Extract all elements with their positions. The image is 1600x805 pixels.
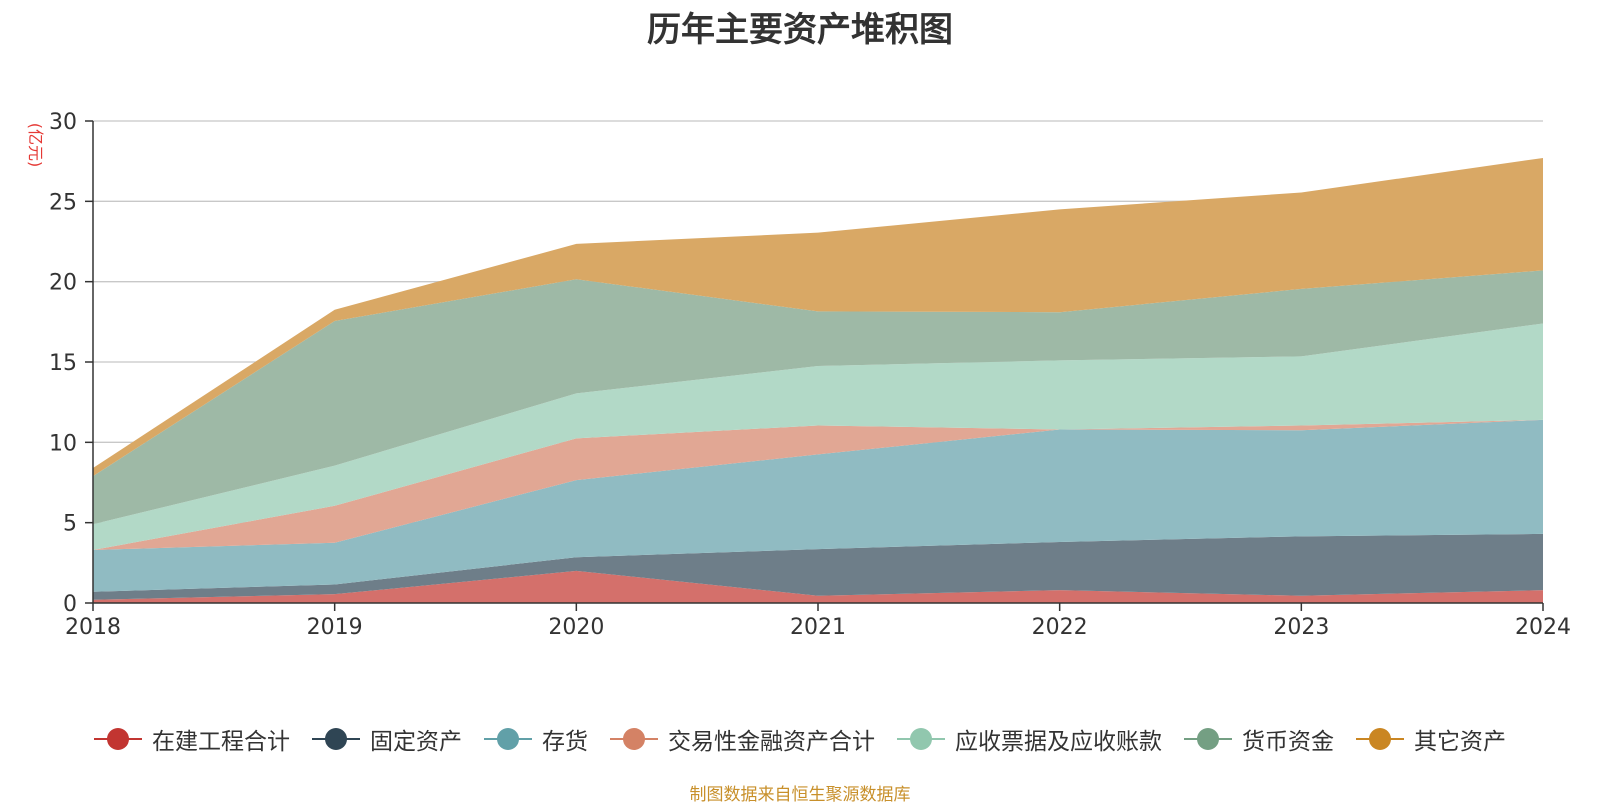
legend-item[interactable]: 其它资产 bbox=[1356, 722, 1506, 756]
legend-item[interactable]: 货币资金 bbox=[1184, 722, 1334, 756]
x-tick-label: 2021 bbox=[790, 615, 846, 640]
area-series-1 bbox=[93, 570, 1543, 603]
x-tick-label: 2020 bbox=[548, 615, 604, 640]
x-tick-label: 2022 bbox=[1032, 615, 1088, 640]
legend-item[interactable]: 交易性金融资产合计 bbox=[610, 722, 875, 756]
y-tick-label: 0 bbox=[63, 592, 77, 617]
legend-item[interactable]: 固定资产 bbox=[312, 722, 462, 756]
y-tick-label: 15 bbox=[49, 351, 77, 376]
legend-label: 固定资产 bbox=[370, 729, 462, 755]
source-note: 制图数据来自恒生聚源数据库 bbox=[689, 785, 911, 805]
y-tick-label: 5 bbox=[63, 512, 77, 537]
y-tick-label: 10 bbox=[49, 431, 77, 456]
y-tick-label: 30 bbox=[49, 110, 77, 135]
legend-item[interactable]: 存货 bbox=[484, 722, 588, 756]
y-tick-label: 20 bbox=[49, 271, 77, 296]
legend-label: 应收票据及应收账款 bbox=[955, 729, 1162, 755]
chart-title: 历年主要资产堆积图 bbox=[647, 10, 953, 50]
legend-marker-icon bbox=[484, 726, 532, 752]
area-series-7 bbox=[93, 157, 1543, 477]
legend-label: 货币资金 bbox=[1242, 729, 1334, 755]
legend-label: 存货 bbox=[542, 729, 588, 755]
legend-marker-icon bbox=[312, 726, 360, 752]
area-series bbox=[93, 157, 1543, 603]
legend-marker-icon bbox=[94, 726, 142, 752]
x-tick-label: 2023 bbox=[1273, 615, 1329, 640]
area-series-3 bbox=[93, 419, 1543, 592]
axes: 0 5 10 15 20 25 30 2018 2019 2020 2021 2022 2023 2024 bbox=[49, 110, 1571, 640]
x-tick-label: 2018 bbox=[65, 615, 121, 640]
x-tick-label: 2019 bbox=[307, 615, 363, 640]
legend-label: 交易性金融资产合计 bbox=[668, 729, 875, 755]
legend-item[interactable]: 在建工程合计 bbox=[94, 722, 290, 756]
legend-label: 在建工程合计 bbox=[152, 729, 290, 755]
legend-marker-icon bbox=[1356, 726, 1404, 752]
legend-marker-icon bbox=[897, 726, 945, 752]
legend: 在建工程合计 固定资产 存货 交易性金融资产合计 应收票据及应收账款 货币资金 其它资产 bbox=[0, 722, 1600, 756]
area-series-2 bbox=[93, 533, 1543, 600]
y-axis-unit-label: (亿元) bbox=[26, 123, 45, 168]
legend-marker-icon bbox=[610, 726, 658, 752]
legend-item[interactable]: 应收票据及应收账款 bbox=[897, 722, 1162, 756]
area-series-5 bbox=[93, 323, 1543, 550]
area-series-6 bbox=[93, 270, 1543, 525]
legend-marker-icon bbox=[1184, 726, 1232, 752]
y-tick-label: 25 bbox=[49, 190, 77, 215]
legend-label: 其它资产 bbox=[1414, 729, 1506, 755]
area-series-4 bbox=[93, 419, 1543, 550]
x-tick-label: 2024 bbox=[1515, 615, 1571, 640]
